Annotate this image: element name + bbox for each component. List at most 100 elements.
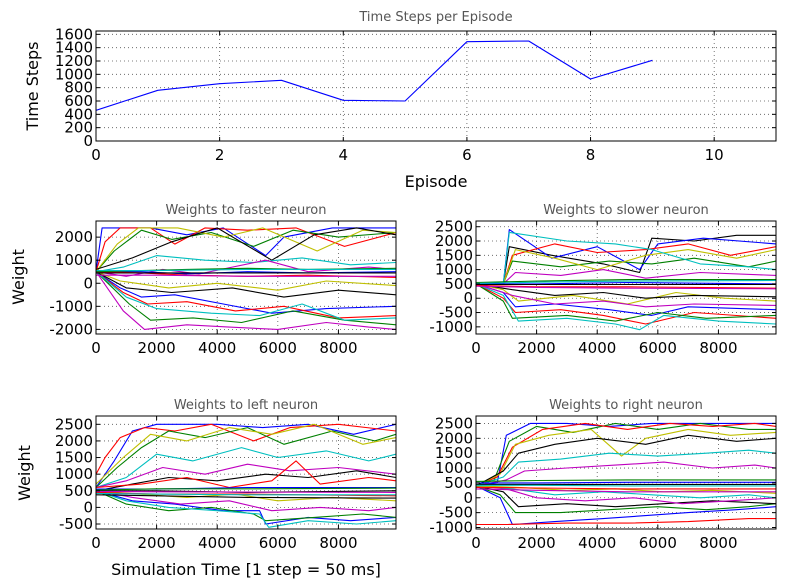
- x-tick-label: 0: [91, 534, 101, 552]
- series-line: [476, 428, 776, 487]
- x-tick-label: 6000: [639, 534, 677, 552]
- x-tick-label: 10: [705, 146, 724, 164]
- series-line: [476, 284, 776, 289]
- y-tick-label: 2000: [435, 429, 473, 447]
- x-tick-label: 0: [91, 146, 101, 164]
- y-tick-label: 500: [444, 275, 473, 293]
- y-tick-label: 2000: [55, 432, 93, 450]
- x-tick-label: 4000: [578, 339, 616, 357]
- y-tick-label: -1000: [49, 297, 93, 315]
- plot-frame: [95, 30, 777, 142]
- x-tick-label: 8000: [319, 339, 357, 357]
- chart-weights-faster: Weights to faster neuron 0 2000 4000 6000 80…: [9, 203, 397, 357]
- x-tick-label: 0: [91, 339, 101, 357]
- y-tick-label: 1000: [435, 459, 473, 477]
- series-line: [96, 229, 396, 273]
- series-layer: [96, 423, 396, 528]
- series-line: [96, 460, 396, 489]
- y-tick-label: 1000: [55, 251, 93, 269]
- y-tick-label: -500: [439, 504, 473, 522]
- ticks: 0 2000 4000 6000 8000-1000-50005001000150020…: [429, 414, 776, 552]
- y-axis-label: Time Steps: [23, 41, 42, 131]
- y-tick-label: 1000: [55, 65, 93, 83]
- series-layer: [96, 40, 653, 111]
- y-tick-label: 2500: [435, 218, 473, 236]
- y-tick-label: 500: [444, 474, 473, 492]
- series-line: [476, 283, 776, 322]
- series-line: [96, 227, 396, 270]
- series-line: [96, 40, 653, 111]
- x-tick-label: 2000: [518, 534, 556, 552]
- series-line: [96, 271, 396, 326]
- series-layer: [476, 422, 776, 526]
- series-line: [476, 488, 776, 493]
- ticks: 0 2000 4000 6000 8000-5000500100015002000250…: [55, 415, 396, 552]
- series-line: [476, 279, 776, 284]
- series-line: [476, 283, 776, 305]
- x-tick-label: 4000: [578, 534, 616, 552]
- series-line: [96, 271, 396, 314]
- series-line: [96, 271, 396, 319]
- series-line: [476, 283, 776, 316]
- x-tick-label: 6000: [639, 339, 677, 357]
- x-tick-label: 8000: [319, 534, 357, 552]
- y-tick-label: -500: [439, 304, 473, 322]
- series-line: [96, 271, 396, 298]
- y-tick-label: 0: [83, 498, 93, 516]
- x-tick-label: 6000: [259, 339, 297, 357]
- x-tick-label: 2000: [138, 534, 176, 552]
- y-axis-label: Weight: [9, 249, 28, 305]
- series-line: [476, 485, 776, 508]
- y-tick-label: 200: [64, 119, 93, 137]
- series-line: [476, 231, 776, 285]
- series-line: [96, 490, 396, 493]
- series-line: [476, 285, 776, 290]
- ticks: 0 2000 4000 6000 8000-1000-50005001000150020…: [429, 218, 776, 357]
- series-line: [96, 423, 396, 488]
- y-tick-label: 1500: [435, 246, 473, 264]
- series-line: [96, 268, 396, 272]
- plot-frame: [95, 415, 397, 530]
- x-tick-label: 8000: [699, 339, 737, 357]
- grid: [95, 416, 396, 529]
- y-tick-label: 1500: [435, 444, 473, 462]
- y-tick-label: 800: [64, 79, 93, 97]
- series-line: [476, 485, 776, 526]
- y-tick-label: -1000: [429, 318, 473, 336]
- series-line: [476, 485, 776, 514]
- chart-weights-slower: Weights to slower neuron 0 2000 4000 6000 80…: [429, 203, 777, 357]
- series-line: [476, 479, 776, 482]
- y-axis-label: Weight: [15, 445, 34, 501]
- series-line: [476, 234, 776, 285]
- series-line: [96, 271, 396, 291]
- y-tick-label: 1600: [55, 25, 93, 43]
- x-tick-label: 2000: [138, 339, 176, 357]
- chart-weights-left: Weights to left neuron 0 2000 4000 6000 8000…: [15, 398, 397, 579]
- plot-frame: [475, 220, 777, 335]
- y-tick-label: 500: [64, 482, 93, 500]
- series-line: [476, 283, 776, 331]
- y-tick-label: 2000: [435, 232, 473, 250]
- series-line: [96, 255, 396, 273]
- y-tick-label: 1200: [55, 52, 93, 70]
- y-tick-label: 1000: [435, 261, 473, 279]
- series-line: [96, 463, 396, 489]
- series-line: [96, 494, 396, 499]
- series-line: [476, 283, 776, 308]
- chart-title: Weights to left neuron: [174, 398, 318, 413]
- y-tick-label: 2500: [55, 415, 93, 433]
- y-tick-label: 400: [64, 105, 93, 123]
- series-line: [96, 274, 396, 277]
- series-line: [476, 279, 776, 284]
- plot-frame: [95, 220, 397, 335]
- y-tick-label: 0: [463, 289, 473, 307]
- x-tick-label: 8000: [699, 534, 737, 552]
- series-line: [96, 271, 396, 330]
- series-line: [96, 470, 396, 492]
- series-line: [476, 422, 776, 487]
- y-tick-label: -2000: [49, 320, 93, 338]
- y-tick-label: -500: [59, 515, 93, 533]
- series-line: [96, 490, 396, 525]
- x-tick-label: 6: [462, 146, 472, 164]
